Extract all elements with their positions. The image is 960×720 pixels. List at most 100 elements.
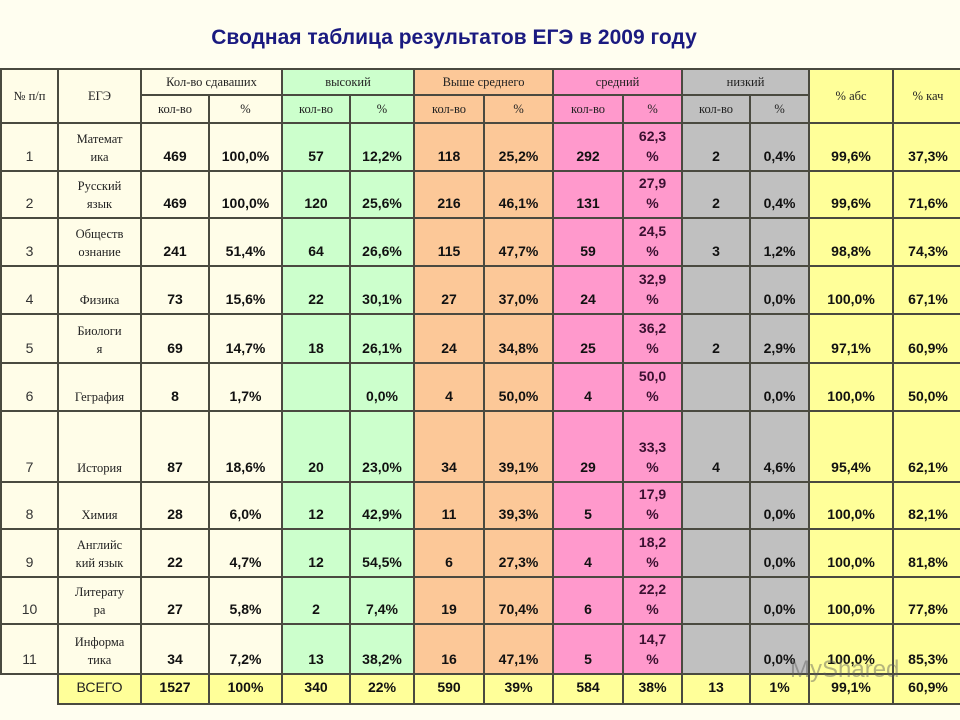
row-index: 5 (0, 313, 59, 364)
qual-pct: 50,0% (892, 362, 960, 412)
high-count: 13 (281, 623, 352, 675)
takers-count: 469 (140, 170, 210, 219)
col-takers-header: Кол-во сдаваших (139, 68, 284, 96)
subject-cell: Химия (57, 481, 142, 530)
above-pct: 39,1% (483, 410, 555, 483)
low-count: 4 (681, 410, 752, 483)
low-pct: 0,0% (749, 528, 811, 578)
low-pct: 0,4% (749, 122, 811, 172)
takers-count: 241 (140, 217, 210, 267)
subject-cell: Информа тика (57, 623, 142, 675)
col-abs-header: % абс (808, 68, 895, 124)
takers-pct: 14,7% (207, 313, 284, 364)
subject-line-1: Английс (76, 538, 123, 552)
takers-pct: 18,6% (207, 410, 284, 483)
low-pct: 0,4% (749, 170, 811, 219)
row-index: 10 (0, 576, 59, 625)
above-count: 16 (413, 623, 486, 675)
above-count: 19 (413, 576, 486, 625)
low-count (681, 576, 752, 625)
high-pct: 0,0% (349, 362, 416, 412)
mid-pct-sign: % (646, 148, 659, 164)
takers-count: 28 (140, 481, 210, 530)
high-pct: 23,0% (349, 410, 416, 483)
subject-cell: История (57, 410, 142, 483)
takers-count: 69 (140, 313, 210, 364)
total-blank (1, 673, 59, 704)
total-abs: 99,1% (808, 673, 895, 705)
total-m: 584 (552, 673, 625, 705)
subject-cell: Биологи я (57, 313, 142, 364)
subject-line-1: Геграфия (74, 390, 125, 404)
above-count: 27 (413, 265, 486, 315)
high-count: 12 (281, 528, 352, 578)
total-mp: 38% (622, 673, 684, 705)
above-pct-header: % (483, 94, 555, 124)
row-index: 2 (0, 170, 59, 219)
above-count: 4 (413, 362, 486, 412)
mid-pct-sign: % (646, 459, 659, 475)
abs-pct: 97,1% (808, 313, 895, 364)
mid-pct: 27,9% (622, 170, 684, 219)
qual-pct: 37,3% (892, 122, 960, 172)
takers-count: 469 (140, 122, 210, 172)
low-count (681, 528, 752, 578)
low-pct: 0,0% (749, 362, 811, 412)
subject-cell: Физика (57, 265, 142, 315)
above-pct: 46,1% (483, 170, 555, 219)
qual-pct: 71,6% (892, 170, 960, 219)
row-index: 9 (0, 528, 59, 578)
table-row: 6 Геграфия 8 1,7% 0,0% 4 50,0% 4 50,0% 0,0% 100,0%… (0, 362, 960, 412)
total-hp: 22% (349, 673, 416, 705)
subject-cell: Геграфия (57, 362, 142, 412)
qual-pct: 74,3% (892, 217, 960, 267)
low-pct: 0,0% (749, 481, 811, 530)
table-row: 7 История 87 18,6% 20 23,0% 34 39,1% 29 33,3% 4 4,6… (0, 410, 960, 483)
results-table: № п/п ЕГЭ Кол-во сдаваших высокий Выше с… (0, 68, 960, 705)
row-index: 6 (0, 362, 59, 412)
mid-count: 131 (552, 170, 625, 219)
qual-pct: 85,3% (892, 623, 960, 675)
mid-pct-sign: % (646, 651, 659, 667)
above-pct: 27,3% (483, 528, 555, 578)
low-count (681, 623, 752, 675)
total-tp: 100% (207, 673, 284, 705)
mid-pct-value: 50,0 (638, 368, 667, 384)
takers-pct: 15,6% (207, 265, 284, 315)
low-count-header: кол-во (681, 94, 752, 124)
abs-pct: 95,4% (808, 410, 895, 483)
mid-pct-value: 22,2 (638, 581, 667, 597)
total-row: ВСЕГО 1527 100% 340 22% 590 39% 584 38% 13 1% 99,1%… (1, 673, 960, 705)
above-count: 118 (413, 122, 486, 172)
mid-count: 24 (552, 265, 625, 315)
mid-pct-value: 14,7 (638, 631, 667, 647)
mid-pct-value: 32,9 (638, 271, 667, 287)
subject-line-2: тика (87, 653, 112, 667)
high-count: 22 (281, 265, 352, 315)
subject-cell: Русский язык (57, 170, 142, 219)
takers-pct: 100,0% (207, 170, 284, 219)
mid-count: 4 (552, 528, 625, 578)
total-a: 590 (413, 673, 486, 705)
mid-count: 4 (552, 362, 625, 412)
mid-count: 292 (552, 122, 625, 172)
header-row-1: № п/п ЕГЭ Кол-во сдаваших высокий Выше с… (0, 68, 960, 124)
high-pct: 30,1% (349, 265, 416, 315)
above-pct: 25,2% (483, 122, 555, 172)
above-count-header: кол-во (413, 94, 486, 124)
abs-pct: 100,0% (808, 481, 895, 530)
qual-pct: 60,9% (892, 313, 960, 364)
above-pct: 34,8% (483, 313, 555, 364)
low-count (681, 481, 752, 530)
watermark: MyShared (790, 656, 900, 683)
subject-cell: Математ ика (57, 122, 142, 172)
row-index: 11 (0, 623, 59, 675)
low-count: 2 (681, 313, 752, 364)
abs-pct: 100,0% (808, 265, 895, 315)
subject-line-2: ика (90, 150, 109, 164)
qual-pct: 81,8% (892, 528, 960, 578)
total-q: 60,9% (892, 673, 960, 705)
takers-count: 87 (140, 410, 210, 483)
total-lp: 1% (749, 673, 811, 705)
row-index: 4 (0, 265, 59, 315)
